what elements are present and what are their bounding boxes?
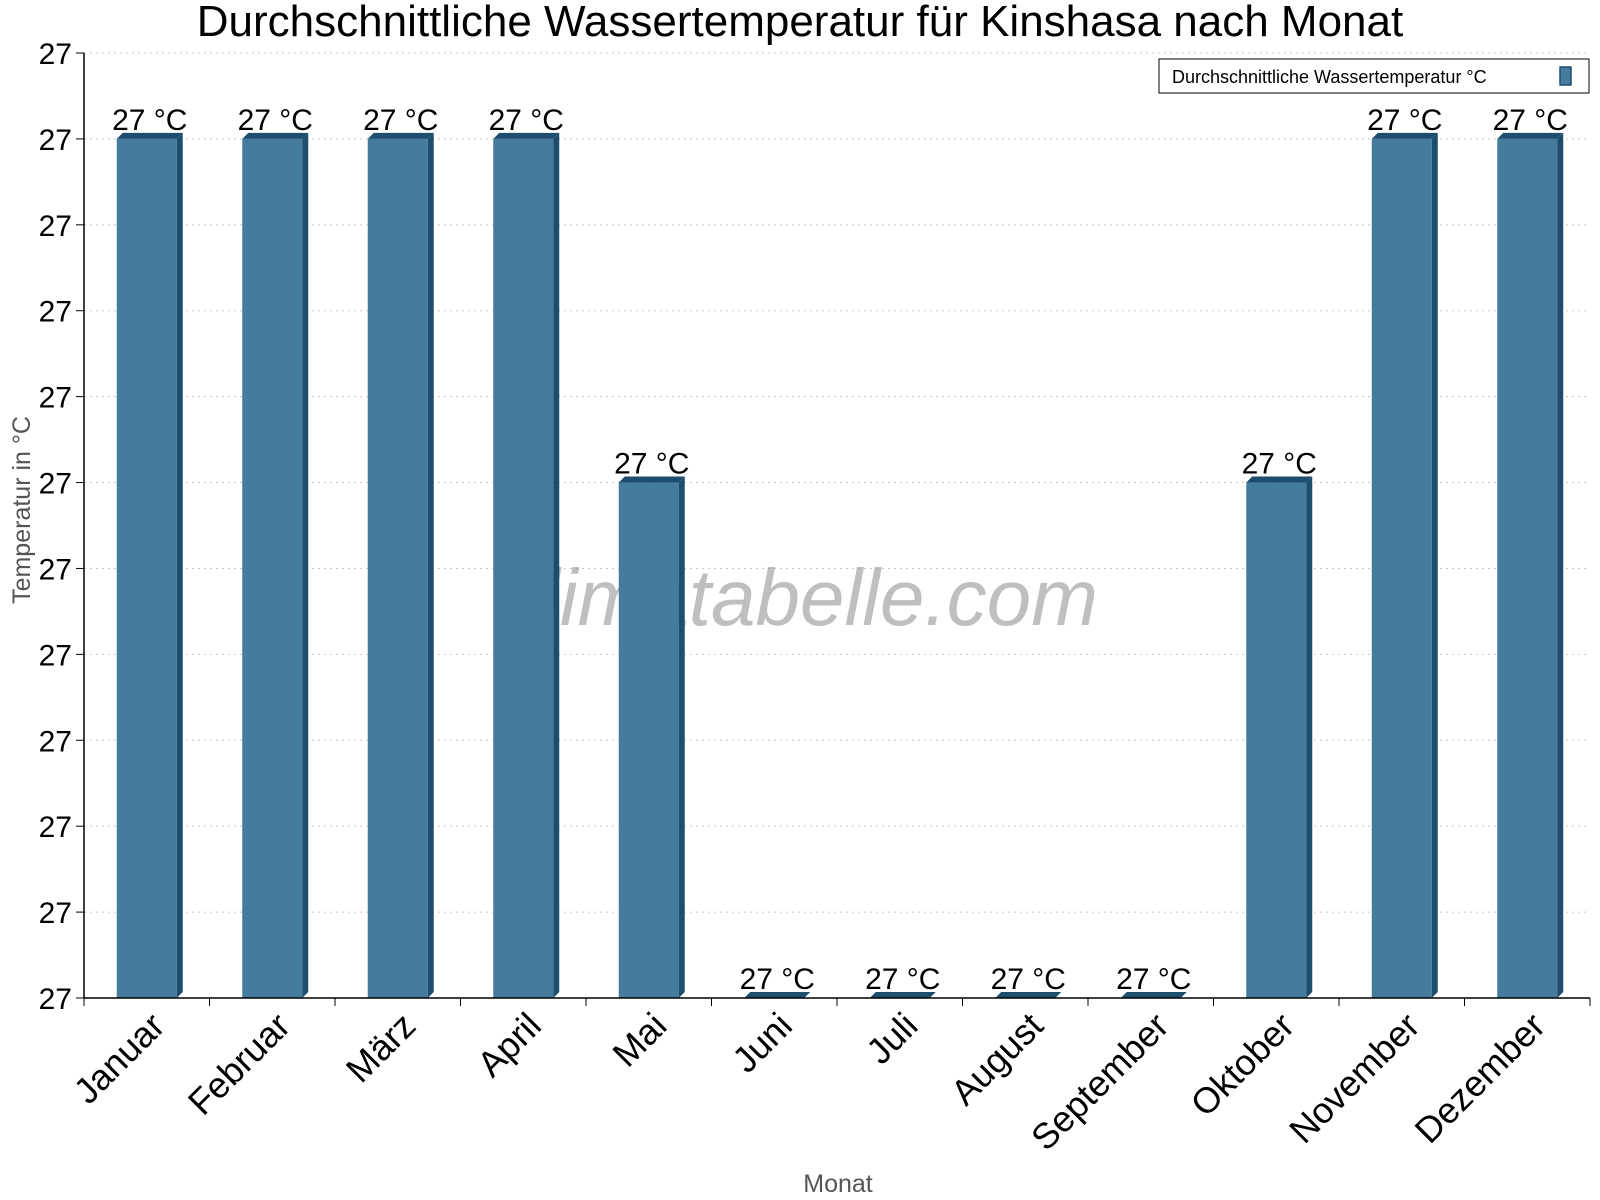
bar-oktober (1246, 476, 1313, 999)
legend-box (1158, 58, 1590, 94)
bar-side (302, 132, 309, 999)
x-axis-label: Monat (803, 1170, 873, 1198)
bar-juni (744, 992, 811, 998)
x-tick-label: Dezember (1406, 1005, 1552, 1151)
y-tick-label: 27 (39, 639, 72, 672)
bar-top (1246, 476, 1313, 483)
x-tick-label: November (1281, 1005, 1427, 1151)
x-tick-labels: Januar Februar März April Mai Juni Juli AugustS… (66, 1005, 1553, 1159)
bar-front (242, 138, 303, 999)
data-label: 27 °C (1367, 104, 1442, 137)
x-tick-label: Januar (66, 1005, 173, 1112)
bar-front (618, 482, 679, 999)
x-tick-label: Oktober (1182, 1005, 1302, 1125)
data-label: 27 °C (991, 963, 1066, 996)
bar-top (618, 476, 685, 483)
data-label: 27 °C (238, 104, 313, 137)
data-label: 27 °C (489, 104, 564, 137)
y-tick-label: 27 (39, 897, 72, 930)
grid-lines (84, 52, 1590, 999)
bar-side (553, 132, 560, 999)
bar-top (995, 992, 1062, 998)
y-tick-label: 27 (39, 811, 72, 844)
bar-side (1431, 132, 1438, 999)
bar-top (242, 132, 309, 139)
x-tick-label: September (1023, 1005, 1177, 1159)
x-tick-label: August (943, 1005, 1051, 1113)
x-tick-label: Juli (858, 1005, 925, 1072)
bars (116, 132, 1564, 999)
x-tick-label: Februar (180, 1005, 298, 1123)
x-tick-label: Juni (724, 1005, 800, 1081)
bar-top (493, 132, 560, 139)
bar-top (1497, 132, 1564, 139)
y-tick-label: 27 (39, 983, 72, 1016)
y-tick-label: 27 (39, 725, 72, 758)
data-label: 27 °C (363, 104, 438, 137)
data-label: 27 °C (865, 963, 940, 996)
y-tick-label: 27 (39, 553, 72, 586)
bar-side (1557, 132, 1564, 999)
bar-side (678, 476, 685, 999)
y-tick-labels: 27 27 27 27 27 27 27 27 27 27 27 27 (39, 38, 72, 1016)
legend: Durchschnittliche Wassertemperatur °C (1158, 58, 1590, 94)
bar-januar (116, 132, 183, 999)
data-label: 27 °C (1116, 963, 1191, 996)
bar-front (1497, 138, 1558, 999)
bar-front (116, 138, 177, 999)
data-label: 27 °C (614, 448, 689, 481)
bar-dezember (1497, 132, 1564, 999)
bar-top (1371, 132, 1438, 139)
y-tick-label: 27 (39, 124, 72, 157)
y-tick-label: 27 (39, 468, 72, 501)
bar-juli (869, 992, 936, 998)
bar-top (744, 992, 811, 998)
y-tick-label: 27 (39, 382, 72, 415)
bar-front (1246, 482, 1307, 999)
bar-front (1371, 138, 1432, 999)
bar-front (493, 138, 554, 999)
data-labels: 27 °C 27 °C 27 °C 27 °C 27 °C 27 °C 27 °C 27 °C… (112, 104, 1568, 996)
x-tick-label: April (469, 1005, 549, 1085)
bar-november (1371, 132, 1438, 999)
x-tick-label: März (338, 1005, 424, 1091)
bar-april (493, 132, 560, 999)
watermark: klimatabelle.com (502, 553, 1098, 642)
y-tick-label: 27 (39, 210, 72, 243)
data-label: 27 °C (1493, 104, 1568, 137)
legend-swatch (1559, 66, 1572, 86)
data-label: 27 °C (112, 104, 187, 137)
y-axis-label: Temperatur in °C (8, 416, 36, 604)
bar-märz (367, 132, 434, 999)
y-tick-label: 27 (39, 38, 72, 71)
chart-title: Durchschnittliche Wassertemperatur für K… (197, 0, 1403, 46)
bar-front (367, 138, 428, 999)
axes (76, 52, 1591, 1006)
x-tick-label: Mai (604, 1005, 674, 1075)
y-tick-label: 27 (39, 296, 72, 329)
bar-top (1120, 992, 1187, 998)
bar-top (869, 992, 936, 998)
bar-side (176, 132, 183, 999)
bar-side (427, 132, 434, 999)
bar-september (1120, 992, 1187, 998)
bar-mai (618, 476, 685, 999)
bar-top (367, 132, 434, 139)
bar-side (1306, 476, 1313, 999)
bar-februar (242, 132, 309, 999)
data-label: 27 °C (1242, 448, 1317, 481)
legend-label: Durchschnittliche Wassertemperatur °C (1172, 67, 1487, 87)
data-label: 27 °C (740, 963, 815, 996)
bar-top (116, 132, 183, 139)
bar-august (995, 992, 1062, 998)
